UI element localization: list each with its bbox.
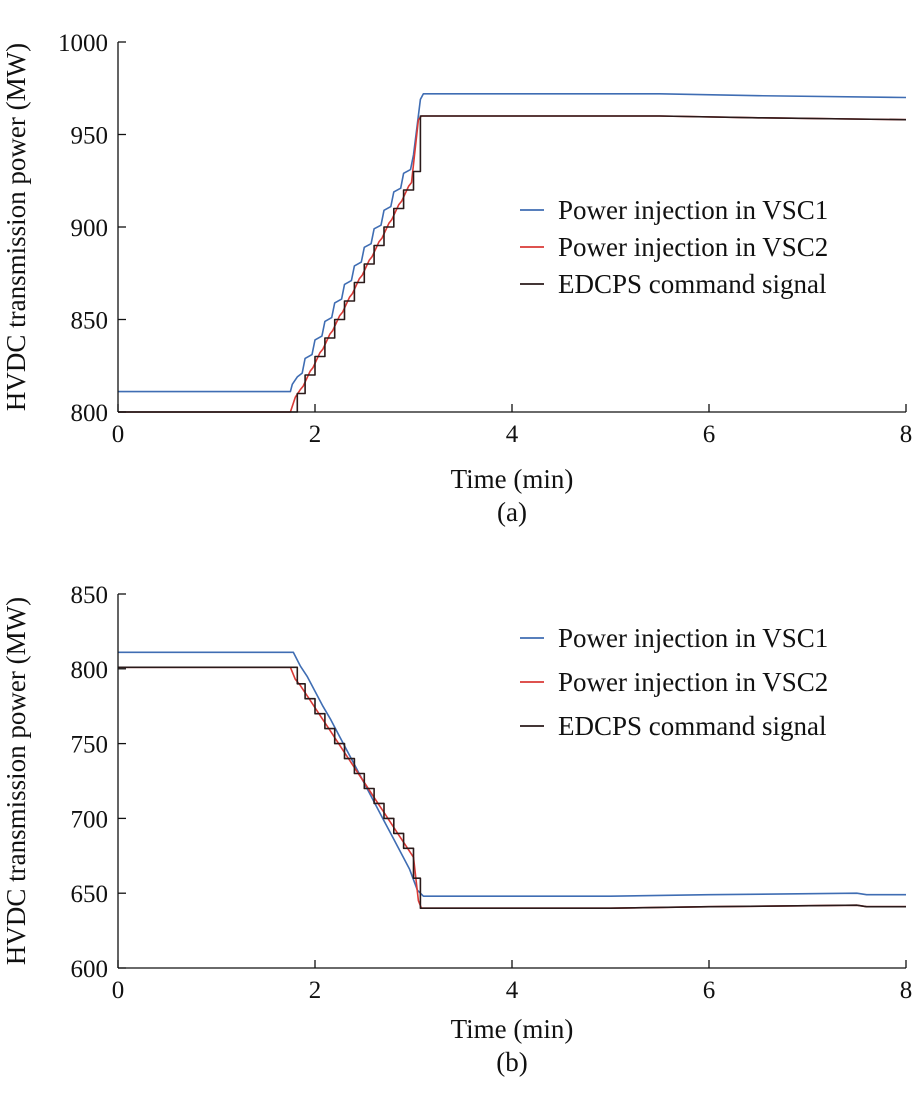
series-line-2 <box>118 115 907 413</box>
x-tick-label: 6 <box>703 421 716 448</box>
x-tick-label: 0 <box>112 421 125 448</box>
panel-label: (a) <box>497 497 527 527</box>
y-tick-label: 850 <box>71 308 109 335</box>
y-tick-label: 800 <box>71 657 109 684</box>
legend-label-1: Power injection in VSC1 <box>558 195 828 225</box>
series-line-1 <box>118 93 907 393</box>
x-tick-label: 2 <box>309 977 322 1004</box>
x-tick-label: 0 <box>112 977 125 1004</box>
x-tick-label: 4 <box>506 421 519 448</box>
legend-label-3: EDCPS command signal <box>558 711 827 741</box>
y-tick-label: 900 <box>71 215 109 242</box>
y-tick-label: 750 <box>71 732 109 759</box>
y-tick-label: 850 <box>71 582 109 609</box>
y-axis-title: HVDC transmission power (MW) <box>1 597 31 965</box>
series-line-3 <box>118 666 906 910</box>
legend-label-2: Power injection in VSC2 <box>558 232 828 262</box>
x-axis-title: Time (min) <box>451 1014 574 1044</box>
legend-label-1: Power injection in VSC1 <box>558 623 828 653</box>
y-tick-label: 600 <box>71 956 109 983</box>
y-tick-label: 950 <box>71 123 109 150</box>
y-tick-label: 1000 <box>58 30 108 57</box>
x-tick-label: 6 <box>703 977 716 1004</box>
x-axis-title: Time (min) <box>451 464 574 494</box>
legend: Power injection in VSC1 Power injection i… <box>520 195 828 299</box>
y-axis-title: HVDC transmission power (MW) <box>1 43 31 411</box>
legend-label-3: EDCPS command signal <box>558 269 827 299</box>
x-tick-label: 2 <box>309 421 322 448</box>
series-line-2 <box>118 666 906 910</box>
legend: Power injection in VSC1 Power injection i… <box>520 623 828 741</box>
chart-panel-b: 0 2 4 6 8 600 650 700 750 800 850 Time (min) HVDC tr… <box>1 582 912 1077</box>
x-tick-label: 8 <box>900 421 913 448</box>
y-tick-label: 800 <box>71 400 109 427</box>
legend-label-2: Power injection in VSC2 <box>558 667 828 697</box>
y-tick-label: 650 <box>71 881 109 908</box>
chart-panel-a: 0 2 4 6 8 800 850 900 950 1000 Time (min) HVDC tran… <box>1 30 912 527</box>
x-tick-label: 8 <box>900 977 913 1004</box>
y-tick-label: 700 <box>71 806 109 833</box>
series-line-3 <box>118 115 907 413</box>
x-tick-label: 4 <box>506 977 519 1004</box>
panel-label: (b) <box>496 1047 527 1077</box>
